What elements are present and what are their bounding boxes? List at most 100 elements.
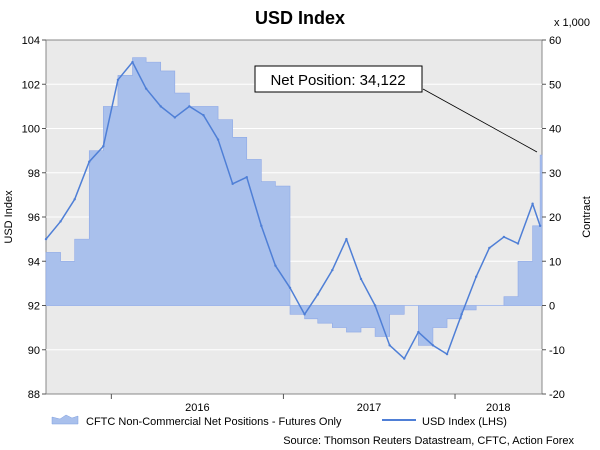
usd-index-point <box>131 60 134 64</box>
usd-index-point <box>403 357 406 360</box>
usd-index-point <box>345 237 348 241</box>
usd-index-point <box>516 242 520 245</box>
net-position-bar <box>118 75 133 305</box>
net-position-bar <box>233 137 247 305</box>
net-position-bar <box>46 252 61 305</box>
usd-index-point <box>173 116 177 119</box>
usd-index-point <box>116 78 120 82</box>
net-position-bar <box>332 306 346 328</box>
usd-index-point <box>260 224 263 228</box>
left-axis-ticks: 88 90 92 94 96 98 100 102 104 <box>22 35 46 401</box>
net-position-bar <box>447 306 462 319</box>
net-position-bar <box>504 297 518 306</box>
x-tick-label: 2017 <box>357 402 381 414</box>
net-position-bar <box>361 306 375 328</box>
net-position-bar <box>518 261 533 305</box>
usd-index-point <box>44 237 48 241</box>
usd-index-point <box>144 87 148 90</box>
x-axis-ticks: 2016 2017 2018 <box>110 394 511 414</box>
left-tick-label: 104 <box>22 35 40 47</box>
right-tick-label: -10 <box>549 345 565 357</box>
usd-index-point <box>331 268 334 272</box>
right-tick-label: 10 <box>549 256 561 268</box>
usd-index-point <box>359 277 363 281</box>
callout-text: Net Position: 34,122 <box>270 72 405 89</box>
usd-index-line-layer <box>44 60 542 360</box>
usd-index-point <box>245 175 248 179</box>
left-tick-label: 90 <box>28 345 40 357</box>
legend-area-swatch <box>51 414 79 425</box>
right-tick-label: 50 <box>549 79 561 91</box>
chart-title: USD Index <box>255 8 345 28</box>
usd-index-point <box>373 304 377 307</box>
net-position-bar <box>318 306 333 324</box>
right-tick-label: -20 <box>549 389 565 401</box>
net-position-bar <box>247 159 262 305</box>
legend-area-label: CFTC Non-Commercial Net Positions - Futu… <box>86 416 342 428</box>
net-position-bar <box>390 306 405 315</box>
left-axis-label: USD Index <box>3 190 15 244</box>
source-note: Source: Thomson Reuters Datastream, CFTC… <box>283 435 574 447</box>
callout-box <box>254 65 423 93</box>
left-tick-label: 94 <box>28 256 40 268</box>
net-position-bar <box>540 155 542 305</box>
right-tick-label: 30 <box>549 168 561 180</box>
usd-index-point <box>303 313 306 316</box>
net-position-bar <box>275 186 290 305</box>
right-tick-label: 40 <box>549 124 561 136</box>
net-position-bar <box>433 306 447 328</box>
right-axis-ticks: -20 -10 0 10 20 30 40 50 60 <box>542 35 565 401</box>
usd-index-point <box>274 264 277 267</box>
net-position-bar <box>161 71 175 306</box>
usd-index-line <box>45 61 541 360</box>
right-scale-note: x 1,000 <box>554 17 590 29</box>
net-position-bar <box>75 239 90 305</box>
left-tick-label: 98 <box>28 168 40 180</box>
usd-index-point <box>216 138 220 141</box>
left-tick-label: 92 <box>28 301 40 313</box>
left-tick-label: 102 <box>22 79 40 91</box>
right-tick-label: 0 <box>549 301 555 313</box>
usd-index-point <box>502 235 506 239</box>
net-positions-area-layer <box>45 57 543 346</box>
usd-index-point <box>445 352 449 356</box>
left-tick-label: 100 <box>22 124 40 136</box>
usd-index-point <box>188 105 191 108</box>
x-tick-label: 2018 <box>486 402 510 414</box>
usd-index-point <box>431 344 435 347</box>
usd-index-point <box>474 275 478 278</box>
right-tick-label: 60 <box>549 35 561 47</box>
usd-index-point <box>388 344 391 347</box>
net-position-bar <box>175 93 190 305</box>
usd-index-point <box>488 246 491 250</box>
usd-index-point <box>231 182 234 186</box>
x-tick-label: 2016 <box>185 402 209 414</box>
net-position-bar <box>89 151 103 306</box>
usd-index-point <box>460 313 463 316</box>
usd-index-point <box>417 330 420 334</box>
right-tick-label: 20 <box>549 212 561 224</box>
callout-leader-line <box>422 88 538 153</box>
usd-index-point <box>531 202 534 205</box>
legend: CFTC Non-Commercial Net Positions - Futu… <box>51 414 507 428</box>
left-tick-label: 96 <box>28 212 40 224</box>
usd-index-point <box>88 160 91 163</box>
legend-line-label: USD Index (LHS) <box>422 416 507 428</box>
net-position-bar <box>533 226 541 306</box>
net-position-bar <box>133 58 147 306</box>
usd-index-point <box>538 224 542 228</box>
usd-index-point <box>288 286 292 289</box>
usd-index-point <box>102 145 105 148</box>
usd-index-point <box>159 105 162 108</box>
net-position-bar <box>189 106 203 305</box>
usd-index-point <box>316 293 319 296</box>
net-position-bar <box>61 261 75 305</box>
usd-index-point <box>202 114 205 117</box>
usd-index-point <box>59 220 62 223</box>
net-position-callout: Net Position: 34,122 <box>254 65 538 153</box>
left-tick-label: 88 <box>28 389 40 401</box>
right-axis-label: Contract <box>581 196 593 238</box>
net-position-bar <box>346 306 361 333</box>
usd-index-point <box>73 198 76 201</box>
